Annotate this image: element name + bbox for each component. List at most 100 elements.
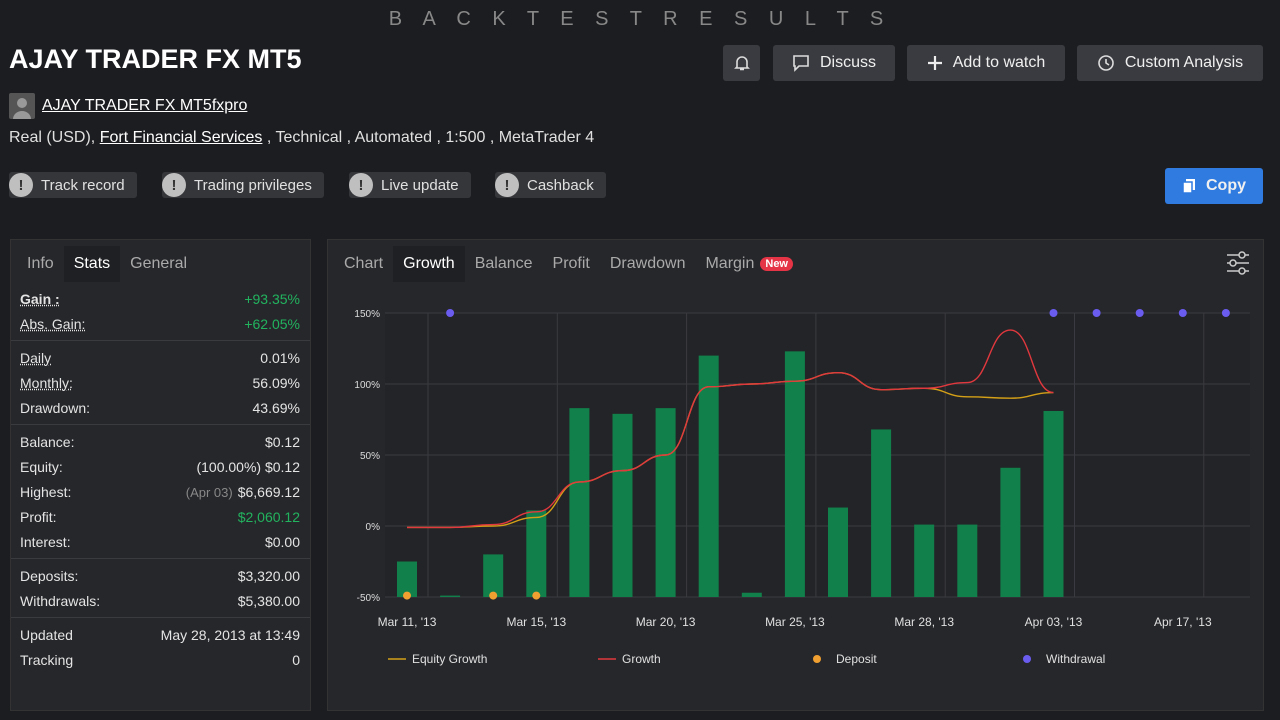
stats-value-text: (100.00%) $0.12	[196, 459, 300, 475]
new-badge: New	[760, 257, 793, 271]
stats-value: $0.00	[265, 534, 300, 550]
broker-link[interactable]: Fort Financial Services	[100, 129, 263, 146]
stats-list: Gain : +93.35% Abs. Gain:+62.05% Daily 0.01%…	[11, 282, 310, 676]
bell-button[interactable]	[723, 45, 760, 81]
account-link[interactable]: AJAY TRADER FX MT5fxpro	[42, 97, 247, 115]
tab[interactable]: Info	[17, 246, 64, 282]
stats-group: Balance: $0.12 Equity: (100.00%) $0.12 Highe…	[11, 424, 310, 558]
stats-value-text: $6,669.12	[238, 484, 300, 500]
stats-label: Gain :	[20, 291, 60, 307]
stats-panel: InfoStatsGeneral Gain : +93.35% Abs. Gain:…	[10, 239, 311, 711]
button-label: Add to watch	[953, 54, 1046, 72]
stats-label: Equity:	[20, 459, 63, 475]
watch-button[interactable]: Add to watch	[907, 45, 1065, 81]
tab[interactable]: General	[120, 246, 197, 282]
banner: B A C K T E S T R E S U L T S	[0, 0, 1280, 38]
tab-bar: InfoStatsGeneral	[11, 240, 310, 282]
stats-value: 56.09%	[253, 375, 300, 391]
stats-label: Withdrawals:	[20, 593, 100, 609]
stats-value: $2,060.12	[238, 509, 300, 525]
stats-label: Daily	[20, 350, 51, 366]
tab-bar: Chart Growth Balance Profit Drawdown MarginNe…	[328, 240, 1263, 282]
stats-label: Balance:	[20, 434, 74, 450]
details-text: , Technical , Automated , 1:500 , MetaTr…	[262, 129, 594, 146]
stats-value: $3,320.00	[238, 568, 300, 584]
button-label: Discuss	[820, 54, 876, 72]
stats-row: Updated May 28, 2013 at 13:49	[11, 622, 310, 647]
stats-label: Interest:	[20, 534, 71, 550]
stats-row: Highest: (Apr 03)$6,669.12	[11, 479, 310, 504]
warning-icon: !	[9, 173, 33, 197]
stats-row: Gain : +93.35%	[11, 286, 310, 311]
stats-label: Drawdown:	[20, 400, 90, 416]
stats-value-text: $3,320.00	[238, 568, 300, 584]
stats-label: Monthly:	[20, 375, 73, 391]
stats-value: 0	[292, 652, 300, 668]
button-label: Copy	[1206, 177, 1246, 195]
tab[interactable]: Stats	[64, 246, 120, 282]
badge[interactable]: ! Cashback	[495, 172, 606, 198]
stats-value: +93.35%	[244, 291, 300, 307]
tab[interactable]: MarginNew	[695, 246, 803, 282]
stats-value-text: $2,060.12	[238, 509, 300, 525]
warning-icon: !	[162, 173, 186, 197]
tab-label: Growth	[403, 255, 455, 273]
stats-value: (100.00%) $0.12	[196, 459, 300, 475]
stats-row: Abs. Gain:+62.05%	[11, 311, 310, 336]
stats-value: May 28, 2013 at 13:49	[161, 627, 300, 643]
badge[interactable]: ! Track record	[9, 172, 137, 198]
analysis-button[interactable]: Custom Analysis	[1077, 45, 1263, 81]
warning-icon: !	[495, 173, 519, 197]
bell-icon	[734, 54, 750, 72]
warning-icon: !	[349, 173, 373, 197]
badge-label: Track record	[41, 177, 125, 194]
chart-panel: Chart Growth Balance Profit Drawdown MarginNe…	[327, 239, 1264, 711]
copy-button[interactable]: Copy	[1165, 168, 1263, 204]
stats-row: Deposits: $3,320.00	[11, 563, 310, 588]
badge-label: Live update	[381, 177, 459, 194]
page-title: AJAY TRADER FX MT5	[9, 44, 302, 75]
stats-label: Deposits:	[20, 568, 78, 584]
stats-row: Monthly: 56.09%	[11, 370, 310, 395]
stats-value-text: 43.69%	[253, 400, 300, 416]
stats-row: Interest: $0.00	[11, 529, 310, 554]
stats-value: 43.69%	[253, 400, 300, 416]
account-details: Real (USD), Fort Financial Services , Te…	[9, 129, 594, 147]
stats-group: Updated May 28, 2013 at 13:49 Tracking0	[11, 617, 310, 676]
stats-value-text: $0.00	[265, 534, 300, 550]
tab-label: Profit	[553, 255, 590, 273]
stats-label: Highest:	[20, 484, 71, 500]
stats-value-text: $0.12	[265, 434, 300, 450]
details-text: Real (USD),	[9, 129, 100, 146]
stats-value: +62.05%	[244, 316, 300, 332]
settings-icon[interactable]	[1225, 250, 1251, 276]
stats-label: Updated	[20, 627, 73, 643]
tab-label: Drawdown	[610, 255, 686, 273]
tab[interactable]: Balance	[465, 246, 543, 282]
stats-group: Deposits: $3,320.00 Withdrawals: $5,380.00	[11, 558, 310, 617]
badge-label: Cashback	[527, 177, 594, 194]
chat-icon	[792, 54, 810, 72]
stats-value: 0.01%	[260, 350, 300, 366]
tab[interactable]: Chart	[334, 246, 393, 282]
stats-value-text: +93.35%	[244, 291, 300, 307]
tab[interactable]: Profit	[543, 246, 600, 282]
stats-row: Tracking0	[11, 647, 310, 672]
badge[interactable]: ! Live update	[349, 172, 471, 198]
stats-label: Profit:	[20, 509, 57, 525]
stats-value: $5,380.00	[238, 593, 300, 609]
tab[interactable]: Growth	[393, 246, 465, 282]
clock-icon	[1097, 54, 1115, 72]
badge-label: Trading privileges	[194, 177, 312, 194]
discuss-button[interactable]: Discuss	[773, 45, 895, 81]
tab-label: Balance	[475, 255, 533, 273]
button-label: Custom Analysis	[1125, 54, 1243, 72]
plus-icon	[927, 55, 943, 71]
stats-value-text: 0.01%	[260, 350, 300, 366]
stats-value: (Apr 03)$6,669.12	[186, 484, 300, 500]
stats-row: Profit: $2,060.12	[11, 504, 310, 529]
tab[interactable]: Drawdown	[600, 246, 696, 282]
badge[interactable]: ! Trading privileges	[162, 172, 324, 198]
stats-row: Withdrawals: $5,380.00	[11, 588, 310, 613]
stats-group: Daily 0.01% Monthly: 56.09% Drawdown: 43.69%	[11, 340, 310, 424]
